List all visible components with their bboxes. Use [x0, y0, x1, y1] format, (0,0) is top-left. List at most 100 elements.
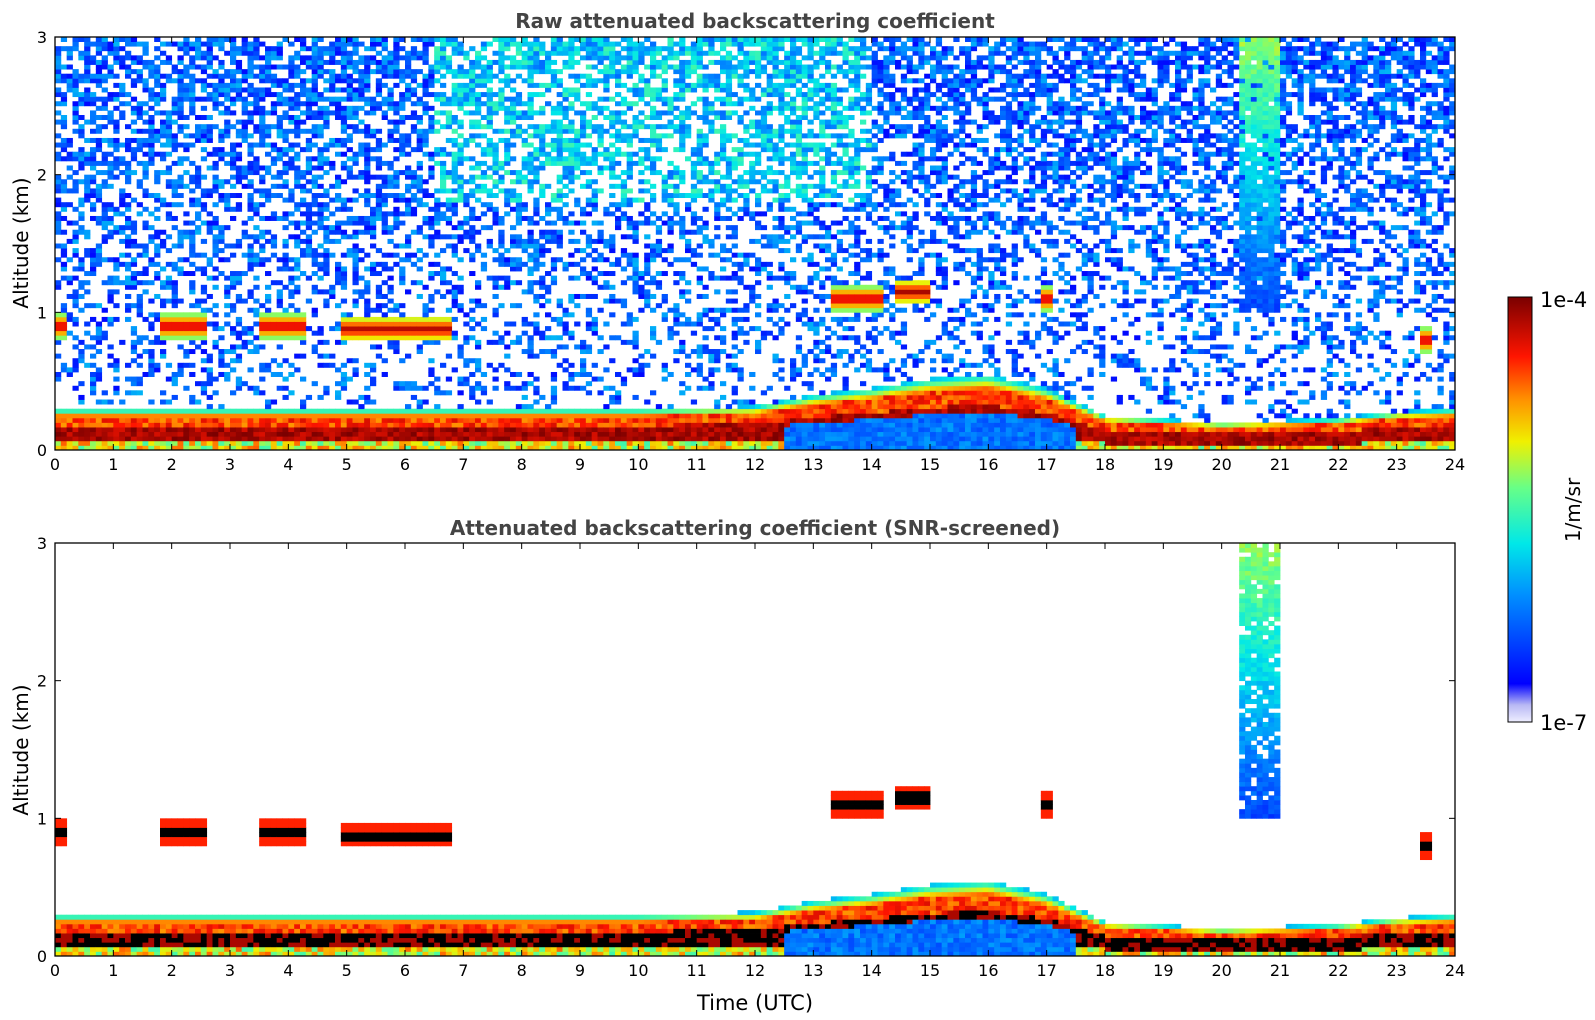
- heatmap-cell: [235, 417, 243, 423]
- heatmap-cell: [218, 271, 225, 277]
- heatmap-cell: [568, 188, 575, 194]
- heatmap-cell: [638, 59, 645, 65]
- heatmap-cell: [568, 179, 575, 185]
- heatmap-cell: [171, 298, 178, 304]
- heatmap-cell: [457, 96, 464, 102]
- heatmap-cell: [451, 330, 458, 336]
- heatmap-cell: [463, 413, 470, 419]
- heatmap-cell: [230, 271, 237, 277]
- heatmap-cell: [445, 64, 453, 70]
- heatmap-cell: [136, 353, 143, 359]
- heatmap-cell: [556, 37, 563, 42]
- heatmap-cell: [620, 234, 628, 240]
- heatmap-cell: [370, 321, 377, 327]
- heatmap-cell: [580, 142, 587, 148]
- heatmap-cell: [457, 353, 464, 359]
- heatmap-cell: [434, 431, 441, 437]
- heatmap-cell: [195, 170, 202, 176]
- heatmap-cell: [165, 417, 173, 423]
- heatmap-cell: [469, 156, 476, 162]
- heatmap-cell: [609, 59, 616, 65]
- heatmap-cell: [323, 46, 330, 52]
- heatmap-cell: [375, 316, 383, 322]
- heatmap-cell: [405, 234, 412, 240]
- heatmap-cell: [282, 82, 289, 88]
- heatmap-cell: [177, 193, 184, 199]
- heatmap-cell: [165, 142, 173, 148]
- heatmap-cell: [515, 257, 523, 263]
- heatmap-cell: [591, 417, 598, 423]
- heatmap-cell: [527, 82, 534, 88]
- heatmap-cell: [521, 128, 528, 134]
- heatmap-cell: [422, 101, 429, 107]
- heatmap-cell: [323, 225, 330, 231]
- heatmap-cell: [317, 339, 324, 345]
- heatmap-cell: [352, 59, 359, 65]
- heatmap-cell: [352, 440, 359, 446]
- heatmap-cell: [428, 298, 435, 304]
- heatmap-cell: [381, 326, 388, 332]
- heatmap-cell: [609, 73, 616, 79]
- heatmap-cell: [632, 124, 639, 130]
- heatmap-cell: [445, 124, 453, 130]
- heatmap-cell: [422, 385, 429, 391]
- heatmap-cell: [451, 101, 458, 107]
- heatmap-cell: [661, 82, 668, 88]
- heatmap-cell: [95, 252, 103, 258]
- heatmap-cell: [154, 133, 161, 139]
- heatmap-cell: [480, 188, 488, 194]
- heatmap-cell: [585, 46, 593, 52]
- heatmap-cell: [521, 55, 528, 61]
- heatmap-cell: [650, 431, 657, 437]
- heatmap-cell: [125, 427, 132, 433]
- heatmap-cell: [492, 151, 499, 157]
- heatmap-cell: [381, 37, 388, 42]
- heatmap-cell: [591, 78, 598, 84]
- heatmap-cell: [230, 59, 237, 65]
- heatmap-cell: [358, 257, 365, 263]
- heatmap-cell: [317, 431, 324, 437]
- heatmap-cell: [539, 261, 546, 267]
- heatmap-cell: [650, 96, 657, 102]
- heatmap-cell: [492, 156, 499, 162]
- heatmap-cell: [305, 179, 313, 185]
- heatmap-cell: [626, 87, 633, 93]
- heatmap-cell: [171, 381, 178, 387]
- heatmap-cell: [562, 165, 569, 171]
- heatmap-cell: [95, 243, 103, 249]
- heatmap-cell: [317, 225, 324, 231]
- heatmap-cell: [329, 87, 336, 93]
- heatmap-cell: [282, 436, 289, 442]
- heatmap-cell: [311, 101, 318, 107]
- heatmap-cell: [282, 78, 289, 84]
- heatmap-cell: [259, 248, 266, 254]
- heatmap-cell: [177, 55, 184, 61]
- heatmap-cell: [270, 358, 278, 364]
- heatmap-cell: [95, 431, 103, 437]
- heatmap-cell: [241, 73, 248, 79]
- heatmap-cell: [498, 431, 505, 437]
- heatmap-cell: [364, 82, 371, 88]
- heatmap-cell: [416, 349, 423, 355]
- heatmap-cell: [626, 321, 633, 327]
- heatmap-cell: [620, 46, 628, 52]
- heatmap-cell: [650, 326, 657, 332]
- heatmap-cell: [574, 371, 581, 377]
- heatmap-cell: [451, 142, 458, 148]
- heatmap-cell: [445, 280, 453, 286]
- heatmap-cell: [78, 408, 85, 414]
- heatmap-cell: [125, 69, 132, 75]
- heatmap-cell: [66, 330, 73, 336]
- heatmap-cell: [539, 431, 546, 437]
- heatmap-cell: [661, 78, 668, 84]
- heatmap-cell: [130, 440, 138, 446]
- heatmap-cell: [574, 137, 581, 143]
- heatmap-cell: [644, 202, 651, 208]
- heatmap-cell: [580, 293, 587, 299]
- heatmap-cell: [253, 307, 260, 313]
- heatmap-cell: [329, 238, 336, 244]
- heatmap-cell: [212, 96, 219, 102]
- heatmap-cell: [609, 436, 616, 442]
- heatmap-cell: [603, 284, 610, 290]
- heatmap-cell: [510, 133, 517, 139]
